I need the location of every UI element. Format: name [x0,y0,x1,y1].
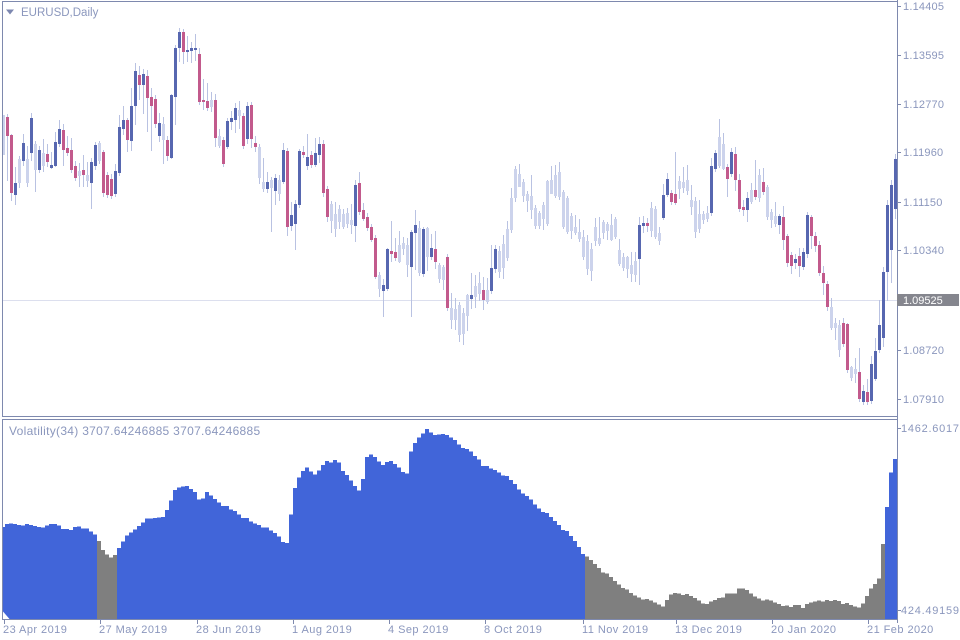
svg-text:1.11150: 1.11150 [903,197,943,209]
svg-text:1 Aug 2019: 1 Aug 2019 [292,624,352,636]
svg-text:1.10340: 1.10340 [903,245,944,257]
svg-text:1.12770: 1.12770 [903,99,944,111]
svg-text:8 Oct 2019: 8 Oct 2019 [484,624,542,636]
svg-text:1462.6017: 1462.6017 [901,423,960,435]
svg-text:21 Feb 2020: 21 Feb 2020 [867,624,934,636]
svg-text:1.09525: 1.09525 [903,295,943,307]
svg-text:Volatility(34) 3707.64246885 3: Volatility(34) 3707.64246885 3707.642468… [9,424,260,438]
svg-text:1.13595: 1.13595 [903,50,944,62]
svg-text:13 Dec 2019: 13 Dec 2019 [675,624,742,636]
svg-text:27 May 2019: 27 May 2019 [99,624,168,636]
svg-text:1.08720: 1.08720 [903,345,944,357]
svg-text:1.11960: 1.11960 [903,147,943,159]
svg-text:23 Apr 2019: 23 Apr 2019 [3,624,67,636]
svg-text:4 Sep 2019: 4 Sep 2019 [388,624,449,636]
svg-text:1.07910: 1.07910 [903,394,944,406]
svg-text:11 Nov 2019: 11 Nov 2019 [582,624,649,636]
svg-text:EURUSD,Daily: EURUSD,Daily [21,7,99,19]
svg-text:424.49159: 424.49159 [901,605,960,617]
svg-text:20 Jan 2020: 20 Jan 2020 [771,624,837,636]
svg-text:28 Jun 2019: 28 Jun 2019 [196,624,262,636]
svg-text:1.14405: 1.14405 [903,1,944,13]
